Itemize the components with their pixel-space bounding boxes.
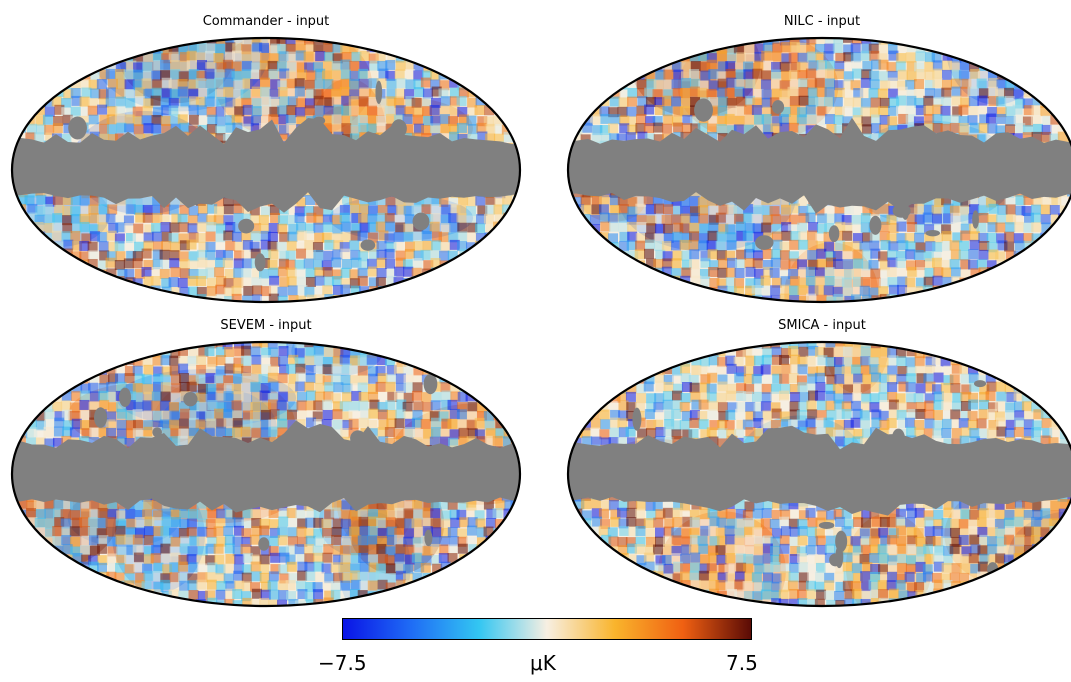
colorbar-unit-label: μK	[530, 651, 556, 675]
mollweide-map	[10, 36, 522, 304]
mollweide-map	[566, 340, 1071, 608]
panel-title: Commander - input	[202, 14, 330, 29]
panel-title: NILC - input	[783, 14, 861, 29]
colorbar	[342, 618, 752, 640]
mollweide-map	[10, 340, 522, 608]
map-panel-smica: SMICA - input	[564, 318, 1071, 610]
panel-title: SEVEM - input	[220, 318, 312, 333]
map-panel-sevem: SEVEM - input	[8, 318, 524, 610]
panel-title: SMICA - input	[778, 318, 866, 333]
map-panel-nilc: NILC - input	[564, 14, 1071, 306]
mollweide-map	[566, 36, 1071, 304]
colorbar-max-label: 7.5	[726, 651, 758, 675]
colorbar-min-label: −7.5	[318, 651, 367, 675]
colorbar-gradient	[342, 618, 752, 640]
map-panel-commander: Commander - input	[8, 14, 524, 306]
